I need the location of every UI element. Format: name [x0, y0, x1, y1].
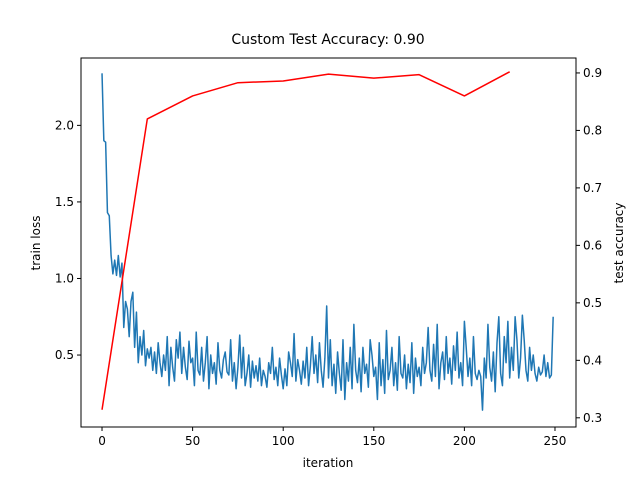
x-axis-label: iteration — [303, 456, 354, 470]
y2-tick-label: 0.9 — [583, 66, 602, 80]
y2-tick-label: 0.4 — [583, 353, 602, 367]
x-tick-label: 250 — [544, 434, 567, 448]
y2-tick-label: 0.6 — [583, 238, 602, 252]
y2-tick-label: 0.3 — [583, 411, 602, 425]
y-tick-label: 2.0 — [55, 118, 74, 132]
x-tick-label: 50 — [185, 434, 200, 448]
x-tick-label: 0 — [98, 434, 106, 448]
y2-axis-label: test accuracy — [612, 203, 626, 284]
y-axis-label: train loss — [29, 216, 43, 271]
y2-tick-label: 0.8 — [583, 123, 602, 137]
x-tick-label: 150 — [362, 434, 385, 448]
plot-frame — [80, 57, 577, 428]
x-tick-label: 200 — [453, 434, 476, 448]
series-line — [101, 71, 511, 410]
y2-tick-label: 0.7 — [583, 181, 602, 195]
series-line — [101, 73, 554, 411]
y-tick-label: 0.5 — [55, 348, 74, 362]
y2-tick-label: 0.5 — [583, 296, 602, 310]
x-tick-label: 100 — [272, 434, 295, 448]
y-tick-label: 1.0 — [55, 271, 74, 285]
y-tick-label: 1.5 — [55, 195, 74, 209]
chart-title: Custom Test Accuracy: 0.90 — [231, 32, 424, 48]
